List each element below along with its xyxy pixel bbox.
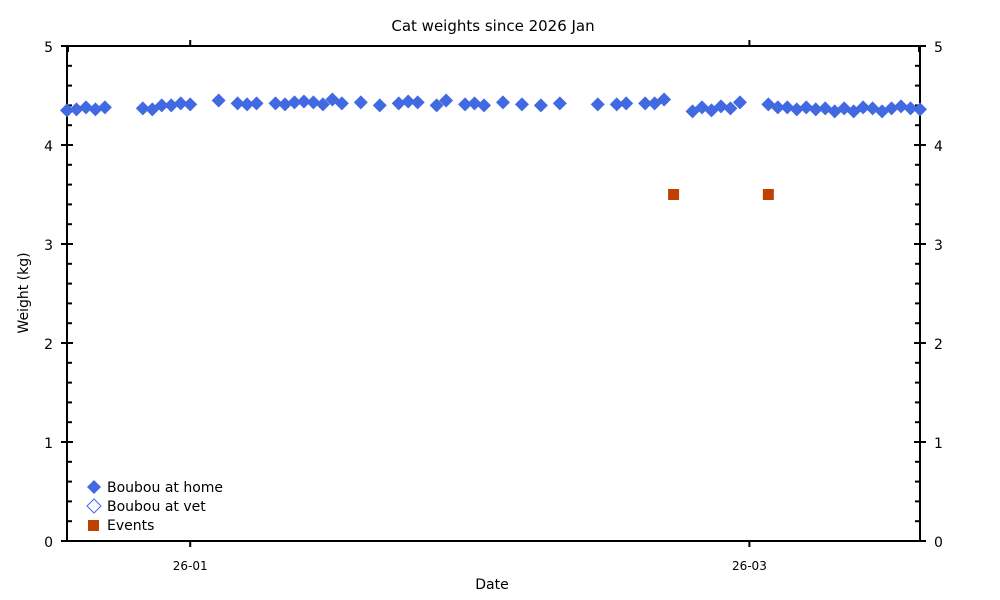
data-point-home [154, 98, 169, 113]
y-tick-label: 4 [934, 139, 943, 155]
x-tick-label: 26-01 [173, 559, 208, 573]
data-point-home [372, 98, 387, 113]
open-diamond-icon [86, 498, 102, 514]
data-point-home [808, 102, 823, 117]
data-point-home [590, 97, 605, 112]
data-point-home [799, 100, 814, 115]
data-point-home [789, 102, 804, 117]
legend-item-events: Events [88, 518, 154, 534]
x-axis-label: Date [475, 577, 508, 593]
y-tick-label: 5 [934, 40, 943, 56]
data-point-home [211, 93, 226, 108]
data-point-home [135, 101, 150, 116]
y-tick-label: 4 [44, 139, 53, 155]
data-point-home [533, 98, 548, 113]
data-point-home [240, 97, 255, 112]
data-point-home [552, 96, 567, 111]
legend-item-vet: Boubou at vet [86, 498, 206, 515]
y-tick-label: 3 [934, 238, 943, 254]
y-tick-label: 5 [44, 40, 53, 56]
plot-frame [66, 45, 921, 542]
y-axis-label: Weight (kg) [16, 252, 32, 333]
y-axis-right: 0 1 2 3 4 5 [914, 40, 943, 551]
data-points [60, 92, 927, 200]
data-point-event [762, 189, 774, 200]
data-point-home [306, 95, 321, 110]
data-point-event [668, 189, 680, 200]
data-point-home [69, 102, 84, 117]
y-tick-label: 2 [44, 337, 53, 353]
data-point-home [723, 101, 738, 116]
data-point-home [732, 95, 747, 110]
data-point-home [410, 95, 425, 110]
y-tick-label: 0 [44, 535, 53, 551]
data-point-home [638, 96, 653, 111]
filled-square-icon [88, 520, 99, 531]
legend-label-vet: Boubou at vet [107, 499, 206, 515]
legend-item-home: Boubou at home [87, 480, 223, 496]
data-point-home [713, 99, 728, 114]
data-point-home [856, 100, 871, 115]
data-point-home [268, 96, 283, 111]
data-point-home [164, 98, 179, 113]
data-point-home [657, 92, 672, 107]
x-axis: 26-01 26-03 [67, 40, 920, 573]
y-tick-label: 2 [934, 337, 943, 353]
data-point-home [296, 94, 311, 109]
chart-title: Cat weights since 2026 Jan [391, 17, 594, 35]
data-point-home [477, 98, 492, 113]
y-tick-label: 1 [44, 436, 53, 452]
data-point-home [315, 97, 330, 112]
data-point-home [458, 97, 473, 112]
data-point-home [894, 99, 909, 114]
data-point-home [429, 98, 444, 113]
data-point-home [173, 96, 188, 111]
legend-label-events: Events [107, 518, 154, 534]
data-point-home [230, 96, 245, 111]
data-point-home [770, 100, 785, 115]
y-tick-label: 0 [934, 535, 943, 551]
data-point-home [60, 103, 74, 118]
data-point-home [467, 96, 482, 111]
data-point-home [353, 95, 368, 110]
y-tick-label: 1 [934, 436, 943, 452]
data-point-home [514, 97, 529, 112]
data-point-home [287, 95, 302, 110]
data-point-home [439, 93, 454, 108]
data-point-home [401, 94, 416, 109]
x-tick-label: 26-03 [732, 559, 767, 573]
data-point-home [619, 96, 634, 111]
data-point-home [903, 101, 918, 116]
y-axis-left: 0 1 2 3 4 5 [44, 40, 73, 551]
data-point-home [183, 97, 198, 112]
y-tick-label: 3 [44, 238, 53, 254]
data-point-home [334, 96, 349, 111]
data-point-home [884, 101, 899, 116]
filled-diamond-icon [87, 480, 101, 494]
data-point-home [913, 102, 927, 117]
data-point-home [780, 100, 795, 115]
legend-label-home: Boubou at home [107, 480, 223, 496]
legend: Boubou at home Boubou at vet Events [86, 480, 223, 534]
data-point-home [249, 96, 264, 111]
data-point-home [97, 100, 112, 115]
data-point-home [88, 102, 103, 117]
data-point-home [609, 97, 624, 112]
data-point-home [391, 96, 406, 111]
data-point-home [78, 100, 93, 115]
data-point-home [277, 97, 292, 112]
data-point-home [495, 95, 510, 110]
